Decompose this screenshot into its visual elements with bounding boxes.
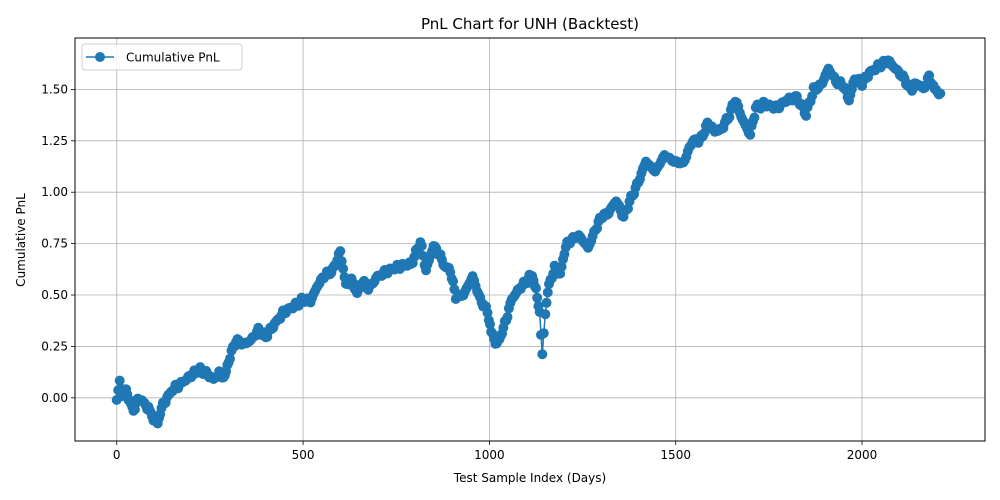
y-tick-label: 1.00 (41, 185, 68, 199)
data-point (537, 349, 548, 360)
y-axis-label: Cumulative PnL (14, 193, 28, 287)
grid (75, 38, 985, 441)
data-point (416, 240, 427, 251)
series-cumulative-pnl (111, 55, 946, 429)
data-point (338, 263, 349, 274)
x-tick-label: 1500 (660, 448, 691, 462)
data-point (482, 307, 493, 318)
data-point (485, 319, 495, 330)
data-point (540, 309, 551, 320)
y-tick-label: 0.50 (41, 288, 68, 302)
plot-area-frame (74, 37, 986, 442)
y-tick-label: 0.25 (41, 339, 68, 353)
data-point (538, 328, 549, 339)
x-tick-label: 0 (113, 448, 121, 462)
data-point (336, 256, 347, 267)
y-tick-label: 1.25 (41, 134, 68, 148)
data-point (541, 297, 552, 308)
data-point (542, 287, 553, 298)
y-axis-ticks: 0.00 0.25 0.50 0.75 1.00 1.25 1.50 (41, 82, 75, 405)
legend-label: Cumulative PnL (126, 51, 220, 65)
x-axis-ticks: 0 500 1000 1500 2000 (113, 441, 877, 462)
data-point (335, 246, 346, 257)
data-point (556, 261, 567, 272)
x-axis-label: Test Sample Index (Days) (453, 471, 606, 485)
y-tick-label: 0.75 (41, 237, 68, 251)
data-point (114, 375, 125, 386)
data-point (531, 283, 541, 294)
x-tick-label: 500 (292, 448, 315, 462)
data-point (448, 276, 458, 287)
chart-title: PnL Chart for UNH (Backtest) (421, 15, 639, 33)
x-tick-label: 2000 (847, 448, 878, 462)
data-point (532, 292, 543, 303)
data-point (801, 110, 812, 121)
data-point (749, 112, 760, 123)
y-tick-label: 1.50 (41, 82, 68, 96)
legend-marker-sample (95, 52, 105, 62)
series-line (115, 59, 941, 425)
legend: Cumulative PnL (81, 43, 243, 71)
data-point (502, 312, 513, 322)
data-point (225, 353, 235, 364)
data-point (935, 88, 946, 99)
legend-box (81, 43, 243, 71)
y-tick-label: 0.00 (41, 391, 68, 405)
data-point (724, 112, 735, 123)
x-tick-label: 1000 (474, 448, 505, 462)
data-point (745, 129, 756, 140)
